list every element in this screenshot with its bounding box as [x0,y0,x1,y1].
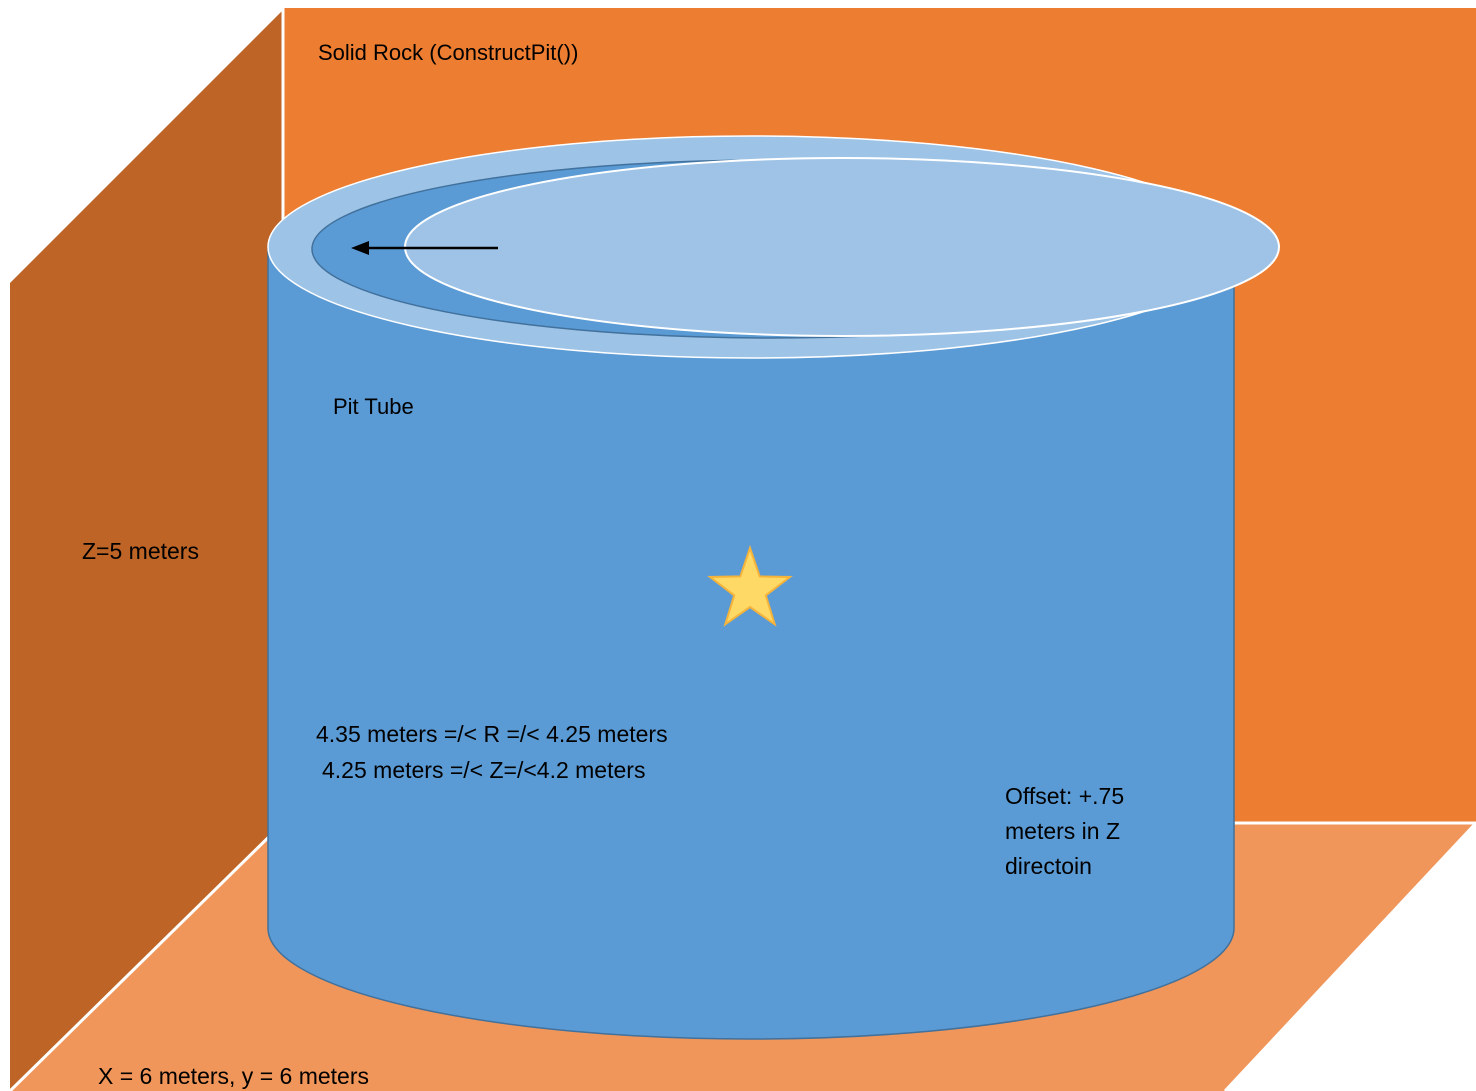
r-range-label: 4.35 meters =/< R =/< 4.25 meters [316,721,668,747]
star-icon [707,544,793,627]
offset-label: Offset: +.75 meters in Z directoin [1005,783,1125,879]
left-wall [10,10,283,1091]
floor-right-edge [1223,821,1476,1091]
z-range-label: 4.25 meters =/< Z=/<4.2 meters [322,757,646,783]
arrow-left-icon [351,241,498,255]
pit-tube-label: Pit Tube [333,394,414,419]
z-height-label: Z=5 meters [82,538,199,564]
solid-rock-label: Solid Rock (ConstructPit()) [318,40,579,65]
pit-tube-body [267,246,1235,1040]
offset-lid [404,157,1280,337]
floor-left-edge [8,821,285,1091]
xy-size-label: X = 6 meters, y = 6 meters [98,1063,369,1089]
